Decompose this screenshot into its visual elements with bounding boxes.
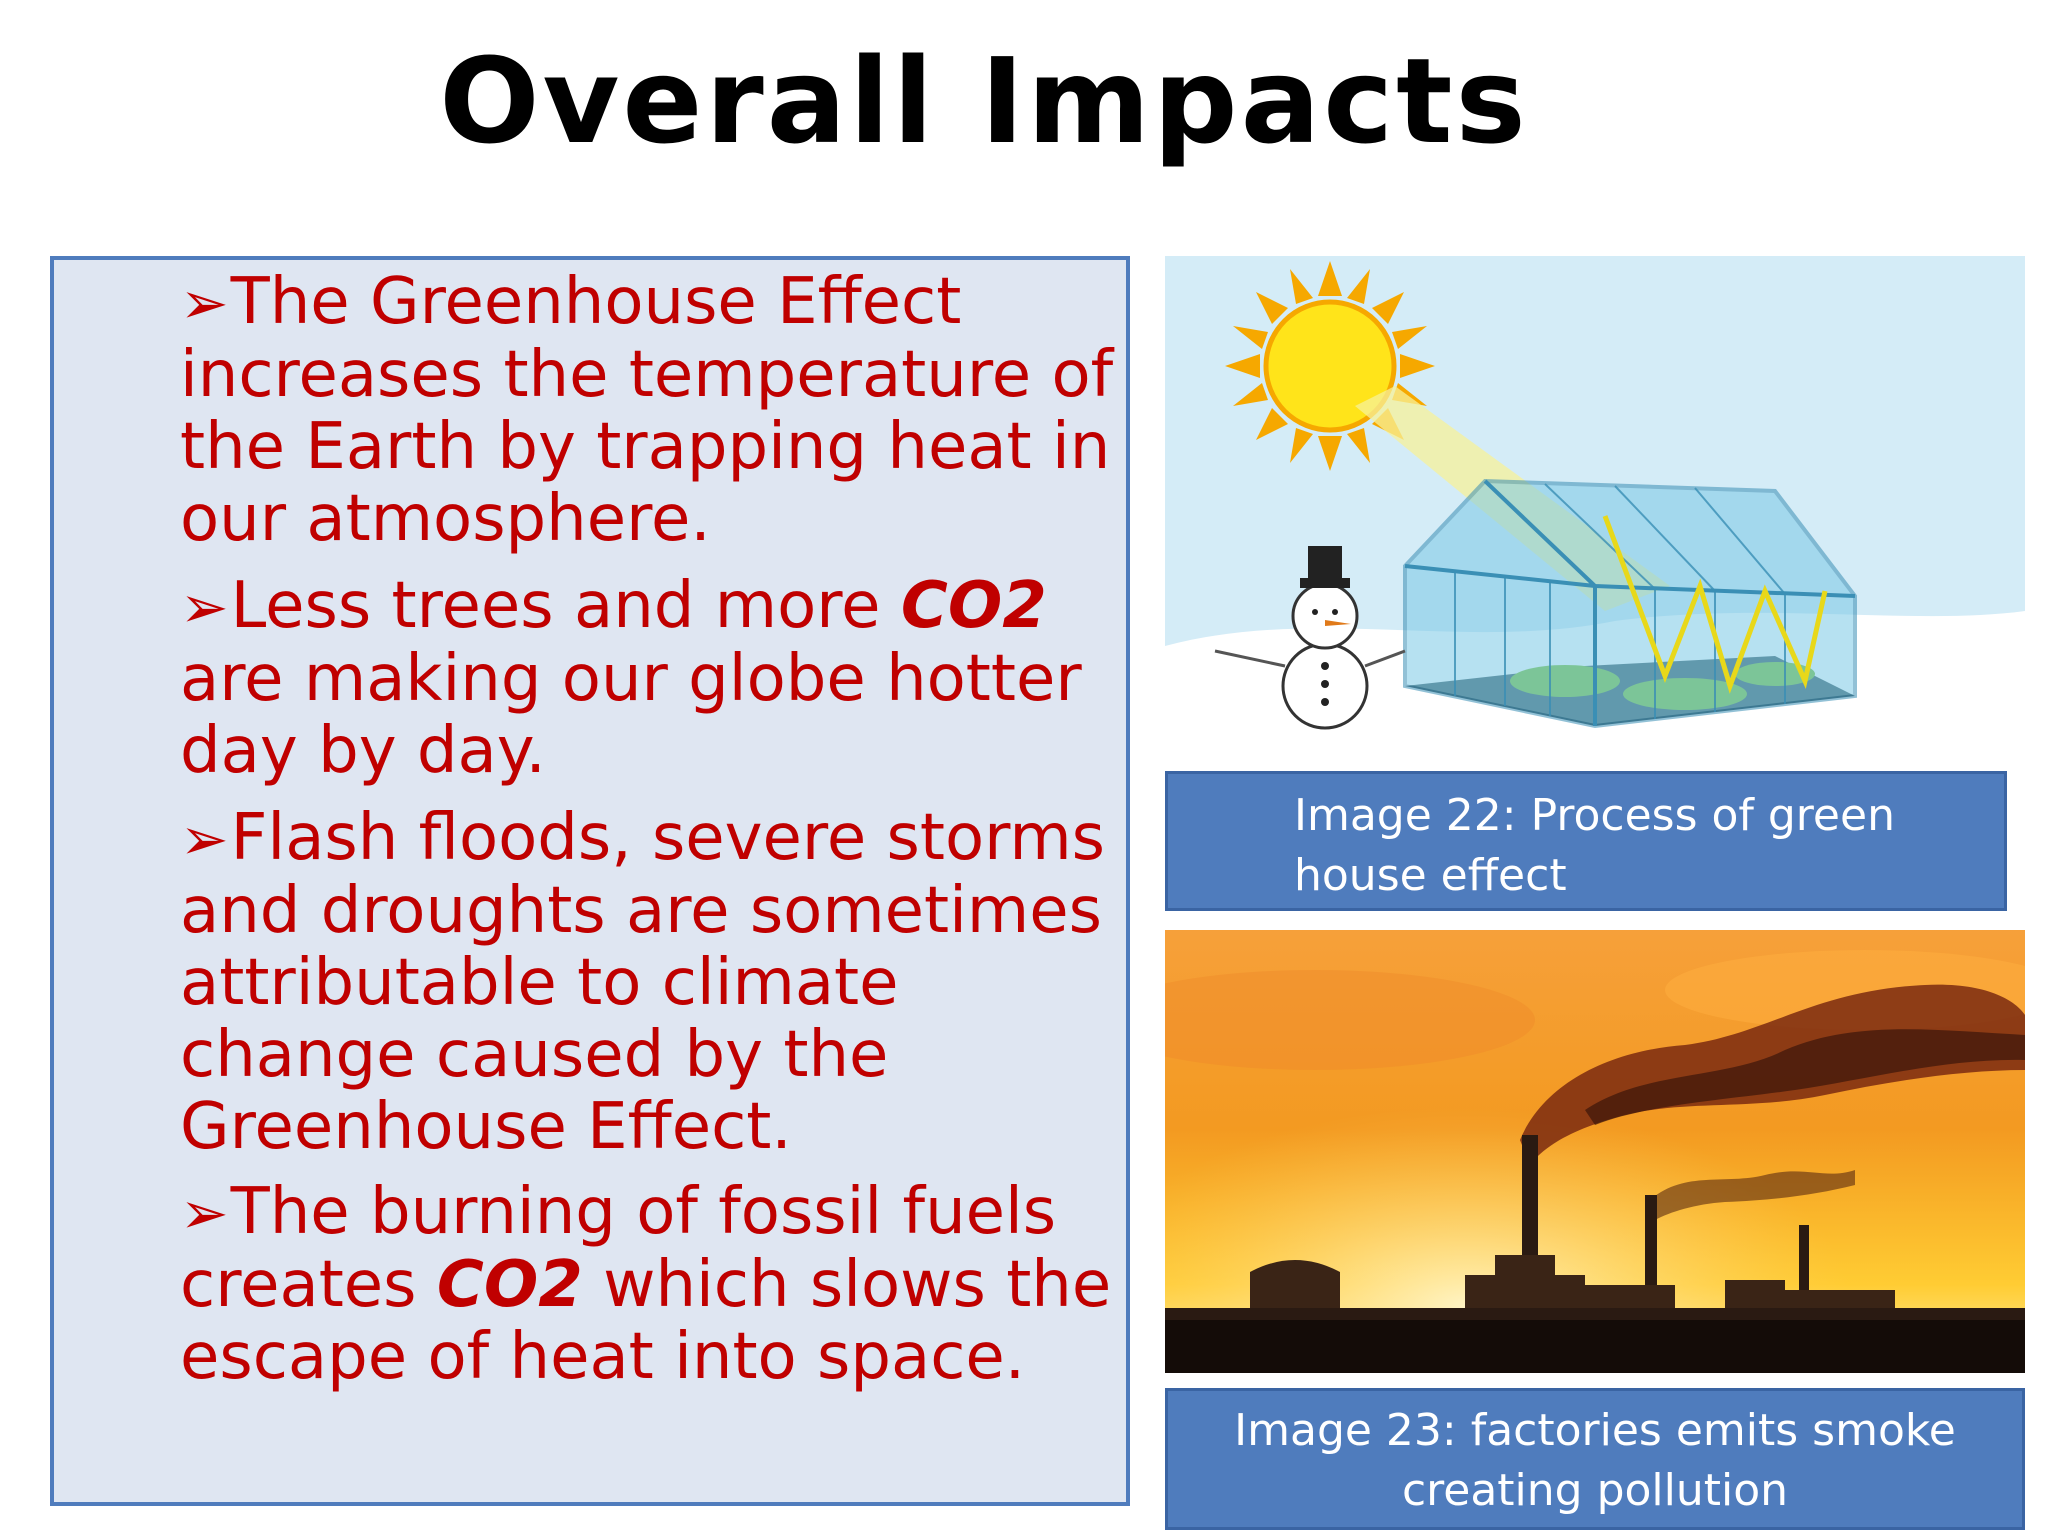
bullet-text: Flash floods, severe storms and droughts… [180, 801, 1106, 1164]
bullet-text: Less trees and more [230, 569, 901, 643]
bullet-text: The Greenhouse Effect increases the temp… [180, 265, 1114, 556]
arrow-bullet-icon: ➢ [180, 269, 229, 337]
arrow-bullet-icon: ➢ [180, 1179, 229, 1247]
slide-title: Overall Impacts [439, 32, 1529, 170]
bullet-text: which slows the escape of heat into spac… [180, 1248, 1112, 1394]
greenhouse-illustration-icon [1165, 256, 2025, 751]
bullet-greenhouse-effect: ➢The Greenhouse Effect increases the tem… [180, 266, 1130, 555]
bullet-fossil-fuels: ➢The burning of fossil fuels creates CO2… [180, 1176, 1130, 1393]
bullet-flash-floods: ➢Flash floods, severe storms and drought… [180, 802, 1130, 1163]
co2-emphasis: CO2 [436, 1248, 583, 1322]
caption-image-23: Image 23: factories emits smoke creating… [1165, 1388, 2025, 1530]
bullet-panel: ➢The Greenhouse Effect increases the tem… [50, 256, 1130, 1506]
factory-smoke-photo-icon [1165, 930, 2025, 1373]
arrow-bullet-icon: ➢ [180, 573, 229, 641]
co2-emphasis: CO2 [900, 569, 1047, 643]
bullet-less-trees: ➢Less trees and more CO2 are making our … [180, 570, 1130, 787]
bullet-text: are making our globe hotter day by day. [180, 642, 1082, 788]
caption-image-22: Image 22: Process of green house effect [1165, 771, 2007, 911]
arrow-bullet-icon: ➢ [180, 805, 229, 873]
bullet-text: The burning of fossil fuels creates [180, 1175, 1057, 1322]
